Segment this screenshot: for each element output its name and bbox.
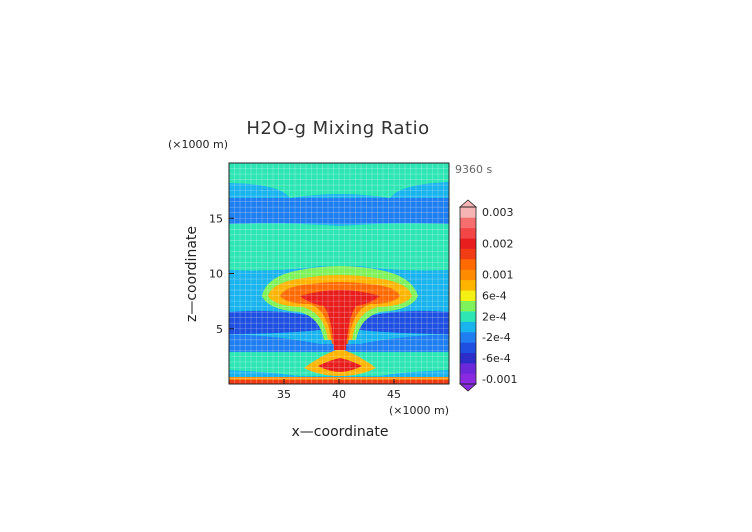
colorbar-cell — [460, 352, 476, 364]
field-region-column-core — [300, 290, 380, 350]
colorbar-cell — [460, 363, 476, 374]
y-tick-label: 5 — [216, 323, 223, 336]
x-tick-label: 40 — [332, 388, 346, 401]
colorbar-cell — [460, 331, 476, 343]
colorbar-cells — [460, 207, 476, 385]
chart-title: H2O-g Mixing Ratio — [246, 118, 429, 139]
colorbar-cell — [460, 269, 476, 281]
colorbar-cell — [460, 311, 476, 322]
y-unit-label: (×1000 m) — [168, 138, 228, 151]
colorbar-cell — [460, 238, 476, 249]
colorbar-cell — [460, 207, 476, 218]
y-axis-ticks: 5 10 15 — [209, 212, 234, 336]
colorbar-cell — [460, 259, 476, 270]
colorbar-cell — [460, 217, 476, 229]
plot-grid — [228, 162, 450, 385]
field-region-upper-band-2 — [229, 198, 449, 224]
y-tick-label: 15 — [209, 212, 223, 225]
x-axis-ticks: 35 40 45 — [277, 379, 401, 401]
colorbar-tick-label: 6e-4 — [482, 290, 507, 303]
colorbar-cell — [460, 300, 476, 312]
colorbar-tick-label: -2e-4 — [482, 331, 511, 344]
colorbar-frame — [459, 206, 477, 385]
colorbar-tick-label: -0.001 — [482, 373, 517, 386]
colorbar-cell — [460, 227, 476, 239]
colorbar-cell — [460, 248, 476, 260]
colorbar-cell — [460, 321, 476, 333]
colorbar-tick-labels: 0.003 0.002 0.001 6e-4 2e-4 -2e-4 -6e-4 -0.001 — [482, 206, 517, 386]
y-axis-label: z—coordinate — [184, 226, 200, 322]
x-tick-label: 45 — [387, 388, 401, 401]
colorbar: 0.003 0.002 0.001 6e-4 2e-4 -2e-4 -6e-4 -0.001 — [458, 199, 517, 392]
x-tick-label: 35 — [277, 388, 291, 401]
field-region-mid-band — [229, 223, 449, 271]
time-label: 9360 s — [455, 163, 492, 176]
plot-area — [228, 162, 450, 385]
colorbar-tick-label: 0.003 — [482, 206, 514, 219]
x-axis-label: x—coordinate — [292, 424, 389, 440]
colorbar-cell — [460, 290, 476, 302]
colorbar-cell — [460, 373, 476, 385]
colorbar-tick-label: 0.001 — [482, 269, 514, 282]
colorbar-bottom-arrow — [458, 383, 478, 392]
y-tick-label: 10 — [209, 268, 223, 281]
colorbar-cell — [460, 342, 476, 354]
colorbar-tick-label: 0.002 — [482, 237, 514, 250]
x-unit-label: (×1000 m) — [389, 404, 449, 417]
field-region-lower-shallow — [229, 334, 449, 352]
colorbar-top-arrow — [458, 199, 478, 208]
colorbar-tick-label: 2e-4 — [482, 310, 507, 323]
field-region-upper-band-1 — [229, 163, 449, 198]
colorbar-tick-label: -6e-4 — [482, 352, 511, 365]
colorbar-cell — [460, 279, 476, 291]
field-region-lower-core — [318, 358, 362, 372]
